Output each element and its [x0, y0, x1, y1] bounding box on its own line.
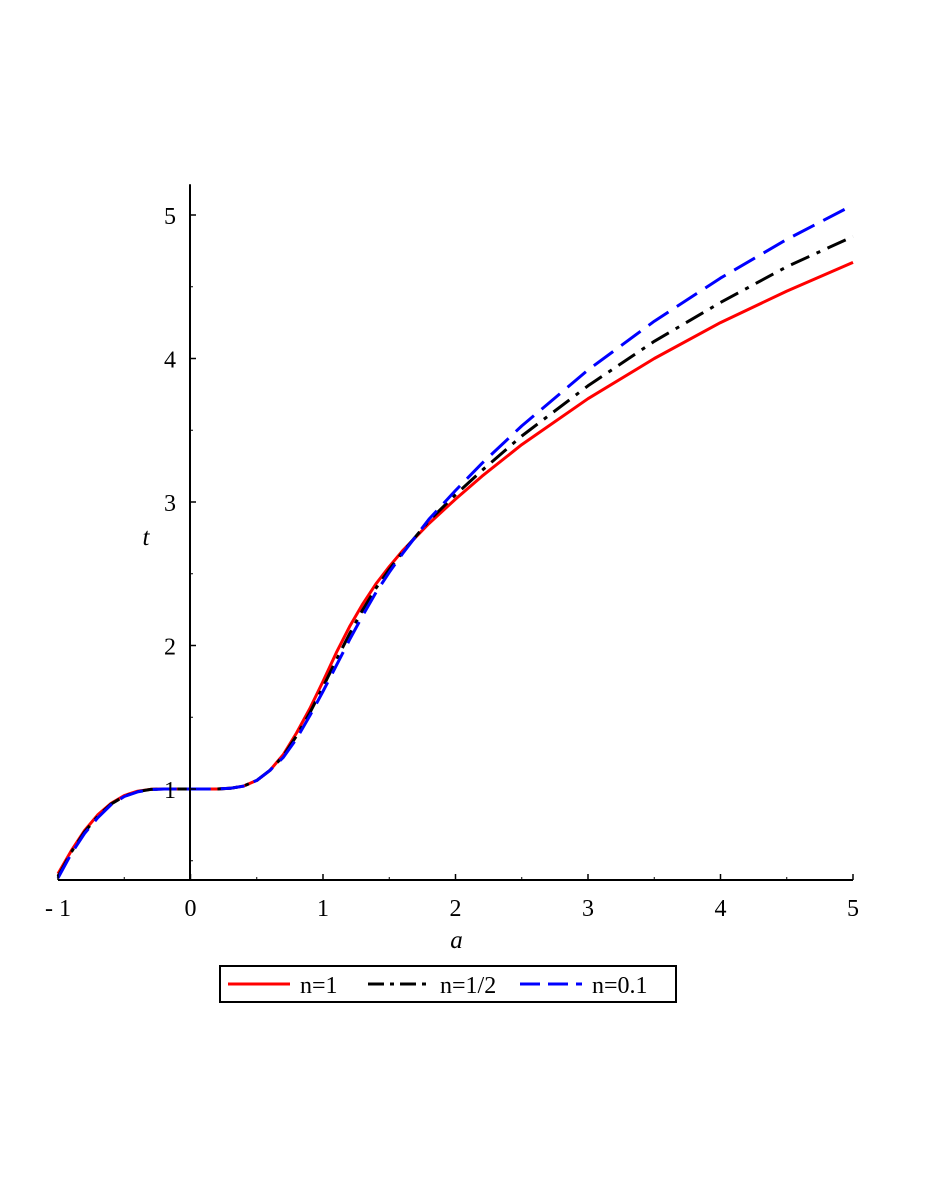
ticks: - 1 0 1 2 3 4 5 1 2 3 4 5	[45, 204, 859, 922]
legend-label-3: n=0.1	[592, 973, 648, 999]
x-tick-label: 0	[185, 896, 197, 922]
legend-label-1: n=1	[300, 973, 338, 999]
x-axis-label: a	[450, 927, 463, 954]
y-axis-label: t	[143, 524, 151, 551]
series-line-1	[56, 261, 854, 875]
legend-label-2: n=1/2	[440, 973, 496, 999]
x-tick-label: 5	[847, 896, 859, 922]
legend-box	[219, 965, 677, 1003]
x-tick-label: 2	[450, 896, 462, 922]
series-layer	[56, 203, 854, 879]
x-tick-label: 1	[317, 896, 329, 922]
series-line-2	[56, 235, 854, 878]
legend: n=1 n=1/2 n=0.1	[219, 965, 677, 1003]
axes	[58, 184, 853, 881]
y-tick-label: 3	[164, 491, 176, 517]
y-tick-label: 4	[164, 348, 176, 374]
y-tick-label: 1	[164, 778, 176, 804]
x-tick-label: 4	[715, 896, 727, 922]
x-tick-label: - 1	[45, 896, 71, 922]
x-tick-label: 3	[582, 896, 594, 922]
y-tick-label: 5	[164, 204, 176, 230]
series-line-3	[56, 203, 854, 879]
y-tick-label: 2	[164, 635, 176, 661]
